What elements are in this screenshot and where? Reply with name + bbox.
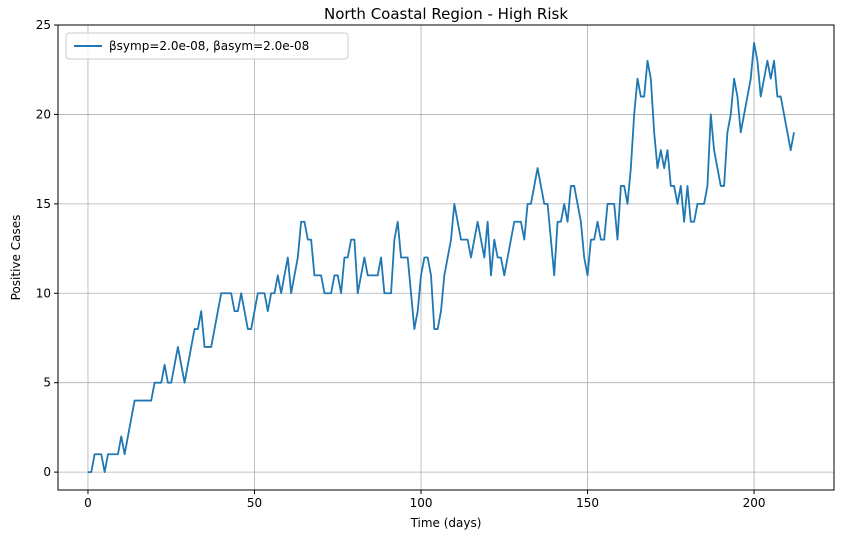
series-line: [87, 41, 795, 474]
x-tick-label: 150: [576, 496, 599, 510]
chart-title: North Coastal Region - High Risk: [324, 5, 568, 23]
legend-label: βsymp=2.0e-08, βasym=2.0e-08: [109, 39, 309, 53]
legend-box: [65, 32, 349, 60]
x-axis-label: Time (days): [410, 516, 482, 530]
x-tick-label: 200: [743, 496, 766, 510]
axis-ticks: 0 50 100 150 200 0 5 10 15 20 25: [36, 18, 766, 510]
y-tick-label: 20: [36, 107, 51, 121]
grid: [58, 24, 834, 490]
y-tick-label: 0: [43, 465, 51, 479]
y-axis-label: Positive Cases: [9, 215, 23, 301]
x-tick-label: 50: [247, 496, 262, 510]
y-tick-label: 10: [36, 286, 51, 300]
y-tick-label: 15: [36, 197, 51, 211]
series-layer: [87, 41, 795, 474]
plot-frame: [57, 24, 835, 491]
x-tick-label: 0: [84, 496, 92, 510]
legend: βsymp=2.0e-08, βasym=2.0e-08: [65, 32, 349, 60]
y-tick-label: 5: [43, 376, 51, 390]
x-tick-label: 100: [410, 496, 433, 510]
y-tick-label: 25: [36, 18, 51, 32]
